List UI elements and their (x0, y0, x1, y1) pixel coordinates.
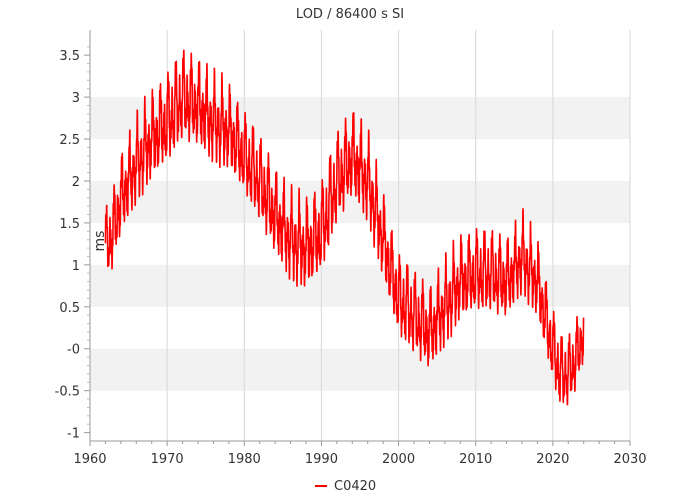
x-tick-label: 2000 (382, 452, 415, 467)
x-tick-label: 2030 (613, 452, 646, 467)
y-tick-label: 3.5 (59, 49, 80, 64)
x-tick-label: 1960 (73, 452, 106, 467)
y-tick-label: 1 (72, 259, 80, 274)
x-tick-label: 1990 (305, 452, 338, 467)
series-line-c0420[interactable] (104, 49, 585, 406)
y-tick-label: 1.5 (59, 217, 80, 232)
y-tick-label: 2 (72, 175, 80, 190)
background-band (90, 348, 630, 391)
x-tick-label: 2020 (536, 452, 569, 467)
x-tick-label: 1980 (228, 452, 261, 467)
y-tick-label: 2.5 (59, 133, 80, 148)
x-axis-ticks: 1960 1970 1980 1990 2000 2010 2020 2030 (73, 441, 647, 467)
y-axis-ticks: -1 -0.5 -0 0.5 1 1.5 2 2.5 3 3.5 (55, 46, 90, 442)
y-tick-label: 3 (72, 91, 80, 106)
y-tick-label: 0.5 (59, 301, 80, 316)
y-axis-label: ms (92, 231, 108, 252)
x-tick-label: 1970 (151, 452, 184, 467)
y-tick-label: -1 (67, 427, 80, 442)
axes (89, 30, 630, 442)
legend[interactable]: C0420 (315, 479, 376, 494)
series-layer (104, 49, 585, 406)
legend-label-c0420: C0420 (334, 479, 376, 494)
background-band (90, 264, 630, 307)
y-tick-label: -0.5 (55, 385, 80, 400)
chart-title: LOD / 86400 s SI (296, 7, 404, 22)
x-tick-label: 2010 (459, 452, 492, 467)
y-tick-label: -0 (67, 343, 80, 358)
